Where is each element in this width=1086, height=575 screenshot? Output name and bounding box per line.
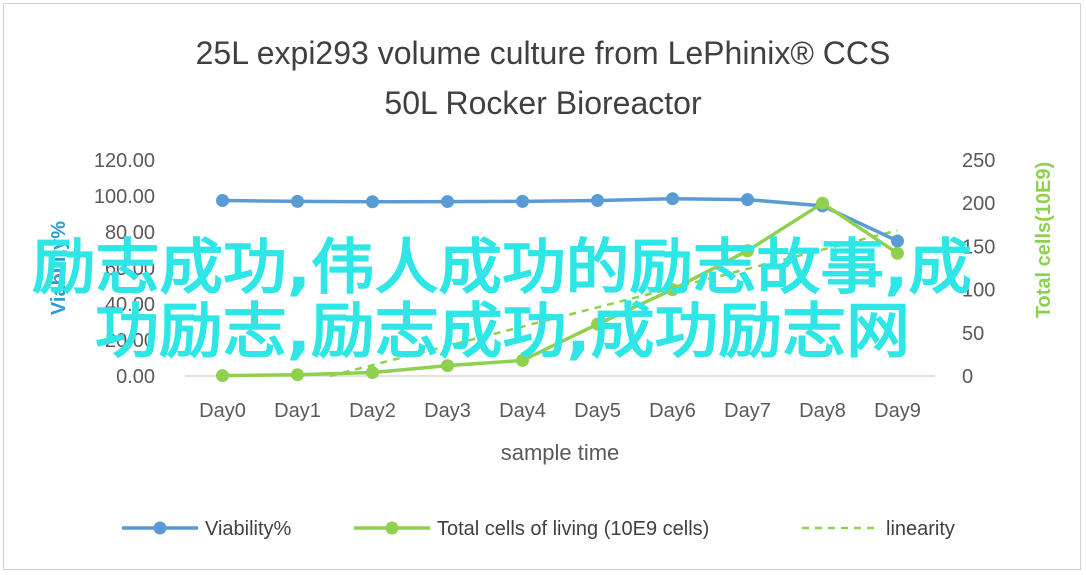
x-tick-label: Day1 [274,400,321,422]
total-cells-point [366,366,379,380]
total-cells-point [216,369,229,383]
right-tick-label: 50 [962,323,984,345]
total-cells-line [222,201,899,378]
viability-line [222,196,899,243]
x-tick-label: Day3 [424,400,471,422]
chart-title-line2: 50L Rocker Bioreactor [384,85,702,121]
viability-point [666,192,679,206]
legend-viability-label: Viability% [205,518,292,540]
x-tick-label: Day7 [724,400,771,422]
x-tick-label: Day5 [574,400,621,422]
x-tick-label: Day0 [199,400,246,422]
legend-linearity-label: linearity [886,518,955,540]
total-cells-point [516,353,529,367]
viability-point [291,194,304,208]
legend-viability-marker [153,521,167,535]
x-tick-label: Day2 [349,400,396,422]
viability-point [591,194,604,207]
viability-point [366,195,379,209]
total-cells-point [591,317,604,331]
total-cells-point [816,196,829,210]
x-tick-label: Day8 [799,400,846,422]
right-tick-label: 0 [962,366,973,388]
viability-point [516,194,529,208]
viability-point [216,194,229,207]
watermark-line2: 功励志,励志成功,成功励志网 [95,297,910,367]
right-tick-label: 150 [962,236,995,258]
watermark-line1: 励志成功,伟人成功的励志故事,成 [32,233,972,303]
left-axis-ticks: 120.00 100.00 80.00 60.00 40.00 20.00 0.00 [94,150,155,388]
viability-point [891,234,904,248]
legend-total-cells-marker [385,521,399,535]
trendline [329,229,898,378]
left-tick-label: 40.00 [105,294,155,316]
x-tick-label: Day6 [649,400,696,422]
right-axis-title: Total cells(10E9) [1033,162,1055,318]
left-tick-label: 0.00 [116,366,155,388]
total-cells-point [441,359,454,373]
total-cells-point [891,246,904,260]
right-tick-label: 250 [962,150,995,172]
x-tick-label: Day4 [499,400,546,422]
left-tick-label: 100.00 [94,186,155,208]
series-layer [216,192,904,383]
chart-frame [3,3,1081,570]
total-cells-point [666,283,679,297]
x-axis-title: sample time [501,440,620,465]
total-cells-point [741,244,754,258]
viability-point [441,195,454,209]
right-axis-ticks: 250 200 150 100 50 0 [962,150,995,388]
chart-title-line1: 25L expi293 volume culture from LePhinix… [196,35,891,71]
legend-total-cells-label: Total cells of living (10E9 cells) [437,518,709,540]
left-tick-label: 120.00 [94,150,155,172]
x-tick-label: Day9 [874,400,921,422]
left-tick-label: 80.00 [105,222,155,244]
left-tick-label: 20.00 [105,330,155,352]
right-tick-label: 200 [962,193,995,215]
left-tick-label: 60.00 [105,258,155,280]
left-axis-title: Viability% [48,221,70,315]
legend: Viability% Total cells of living (10E9 ce… [122,518,955,540]
x-axis-ticks: Day0 Day1 Day2 Day3 Day4 Day5 Day6 Day7 Day8 Day9 [199,400,921,422]
viability-point [741,193,754,207]
right-tick-label: 100 [962,280,995,302]
total-cells-point [291,368,304,382]
